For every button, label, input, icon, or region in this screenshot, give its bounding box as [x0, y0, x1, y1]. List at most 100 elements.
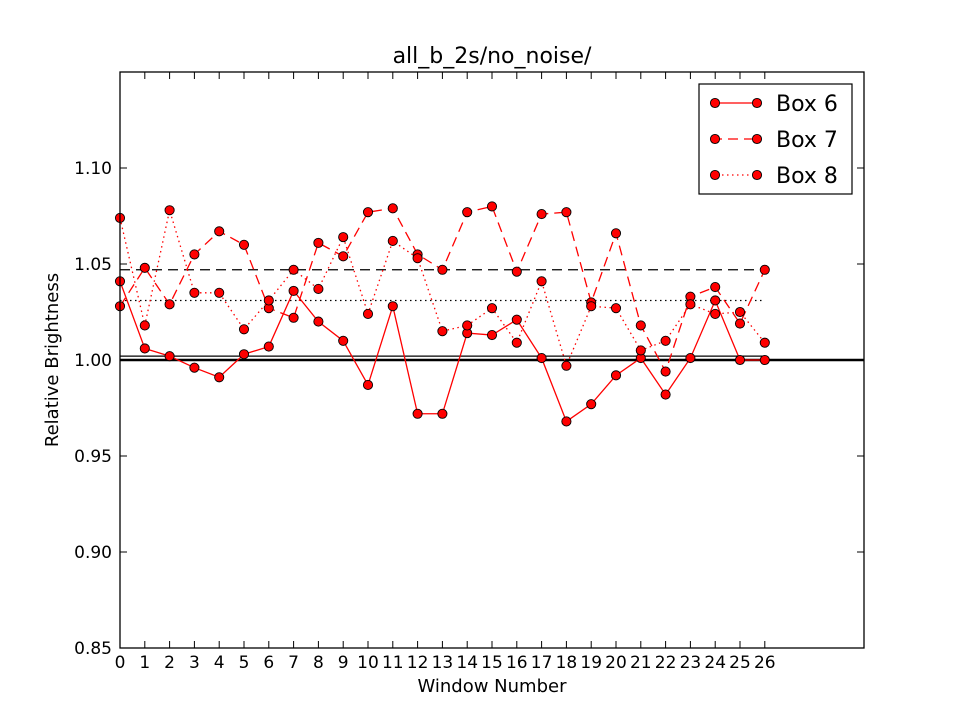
series-2-point [536, 276, 547, 287]
series-1-point [536, 209, 547, 220]
series-0-point [660, 389, 671, 400]
series-0-point [263, 341, 274, 352]
series-0-point [238, 349, 250, 360]
x-tick-label: 2 [164, 653, 175, 673]
x-tick-label: 19 [580, 653, 602, 673]
series-2-point [437, 326, 448, 337]
x-tick-label: 9 [338, 653, 349, 673]
x-tick-label: 14 [456, 653, 478, 673]
series-2-point [511, 337, 522, 348]
legend: Box 6 Box 7 Box 8 [698, 83, 853, 195]
y-tick-label: 0.85 [74, 639, 112, 659]
legend-marker-0-a [709, 97, 721, 109]
series-1-point [387, 203, 398, 214]
x-tick-label: 25 [729, 653, 751, 673]
series-layer [114, 201, 770, 427]
series-2-point [387, 235, 398, 247]
x-tick-label: 16 [506, 653, 528, 673]
series-2-point [214, 287, 225, 298]
x-tick-label: 23 [680, 653, 702, 673]
x-tick-label: 21 [630, 653, 652, 673]
series-1-point [313, 237, 324, 248]
x-tick-label: 5 [239, 653, 250, 673]
series-1-point [710, 281, 721, 293]
x-tick-label: 18 [556, 653, 578, 673]
series-2-point [288, 264, 299, 275]
series-2-point [462, 320, 473, 331]
legend-marker-0-b [751, 97, 763, 109]
series-0-point [561, 416, 572, 427]
legend-label-0: Box 6 [776, 92, 838, 117]
x-tick-label: 0 [115, 653, 126, 673]
series-2-point [610, 303, 622, 314]
legend-label-1: Box 7 [776, 128, 838, 153]
series-0-point [586, 399, 597, 410]
y-tick-label: 0.95 [74, 447, 112, 467]
series-0-point [710, 295, 721, 306]
series-2-point [189, 287, 200, 298]
series-0-point [685, 353, 696, 364]
series-2-point [238, 324, 250, 335]
series-2-point [710, 308, 721, 319]
x-tick-label: 22 [655, 653, 677, 673]
x-tick-label: 10 [357, 653, 379, 673]
series-2-point [734, 306, 746, 318]
x-tick-label: 11 [382, 653, 404, 673]
series-0-point [214, 372, 225, 383]
series-0-point [338, 335, 349, 346]
series-1-point [734, 318, 746, 329]
series-0-point [511, 314, 522, 325]
y-tick-label: 1.00 [74, 351, 112, 371]
series-0-point [139, 343, 150, 354]
series-1-point [164, 299, 175, 310]
series-0-point [362, 379, 374, 391]
x-tick-label: 6 [263, 653, 274, 673]
series-0-point [288, 285, 299, 296]
series-0-point [734, 354, 746, 366]
series-2-point [412, 253, 423, 264]
series-2-point [164, 205, 175, 216]
series-1-point [511, 266, 522, 277]
series-1-point [338, 251, 349, 262]
x-tick-label: 17 [531, 653, 553, 673]
series-0-point [759, 354, 770, 366]
series-2-point [362, 308, 374, 319]
series-0-point [313, 316, 324, 327]
series-0-point [387, 301, 398, 312]
series-2-point [338, 232, 349, 243]
x-tick-label: 13 [432, 653, 454, 673]
x-tick-label: 20 [605, 653, 627, 673]
series-0-point [164, 351, 175, 362]
series-2-point [486, 303, 498, 314]
series-0-point [536, 353, 547, 364]
series-0-point [486, 329, 498, 341]
series-2-point [561, 360, 572, 371]
series-2-point [635, 345, 646, 356]
series-1-point [462, 207, 473, 218]
series-2-point [759, 337, 770, 348]
series-1-point [486, 201, 498, 212]
x-tick-label: 15 [481, 653, 503, 673]
series-1-point [437, 264, 448, 275]
y-tick-label: 0.90 [74, 543, 112, 563]
x-tick-label: 24 [704, 653, 726, 673]
series-2-point [313, 283, 324, 295]
legend-label-2: Box 8 [776, 164, 838, 189]
legend-frame [698, 83, 853, 195]
series-1-point [214, 226, 225, 237]
x-axis-label: Window Number [417, 676, 567, 697]
x-tick-label: 8 [313, 653, 324, 673]
series-0-point [437, 408, 448, 419]
series-1-point [610, 228, 622, 239]
x-tick-label: 7 [288, 653, 299, 673]
series-1-point [139, 262, 150, 273]
y-axis-label: Relative Brightness [42, 273, 63, 447]
series-1-point [362, 207, 374, 218]
legend-marker-2-a [709, 169, 721, 181]
series-2-point [685, 299, 696, 310]
x-tick-label: 4 [214, 653, 225, 673]
x-tick-label: 3 [189, 653, 200, 673]
series-1-point [660, 366, 671, 377]
series-2-point [139, 320, 150, 331]
